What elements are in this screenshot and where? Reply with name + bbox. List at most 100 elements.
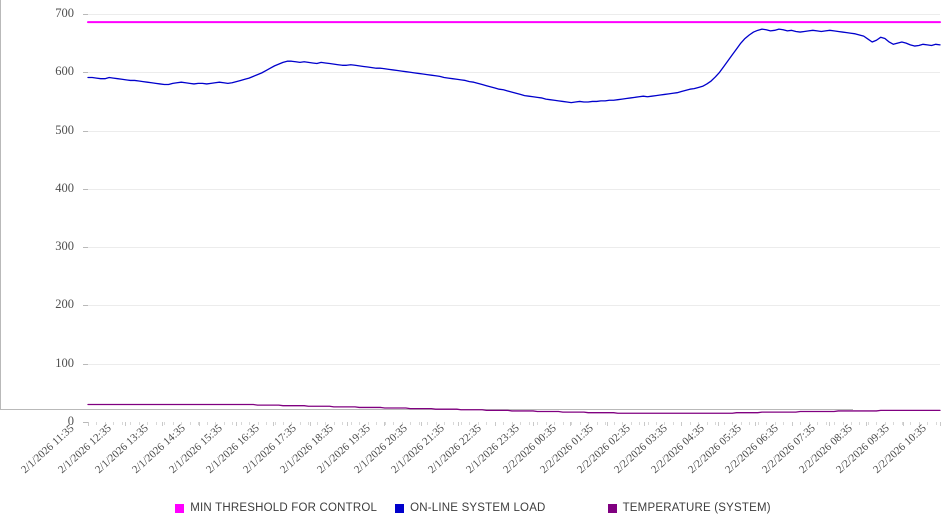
x-axis-tick (533, 422, 534, 426)
x-axis-minor-tick (402, 422, 403, 425)
x-axis-minor-tick (614, 422, 615, 425)
x-axis-minor-tick (232, 422, 233, 425)
legend-label: MIN THRESHOLD FOR CONTROL (190, 502, 378, 514)
y-axis-line (0, 0, 1, 409)
x-axis-minor-tick (910, 422, 911, 425)
x-axis-minor-tick (817, 422, 818, 425)
x-axis-minor-tick (376, 422, 377, 425)
y-axis-tick (83, 305, 88, 306)
x-axis-minor-tick (664, 422, 665, 425)
y-axis-tick-label: 300 (55, 239, 74, 254)
x-axis-tick (273, 422, 274, 426)
gridline (88, 131, 940, 132)
gridline (88, 305, 940, 306)
x-axis-tick (347, 422, 348, 426)
x-axis-minor-tick (291, 422, 292, 425)
x-axis-tick (866, 422, 867, 426)
x-axis-minor-tick (478, 422, 479, 425)
x-axis-minor-tick (105, 422, 106, 425)
x-axis-tick (718, 422, 719, 426)
x-axis-minor-tick (876, 422, 877, 425)
x-axis-minor-tick (639, 422, 640, 425)
x-axis-minor-tick (351, 422, 352, 425)
x-axis-minor-tick (775, 422, 776, 425)
y-axis-tick (83, 364, 88, 365)
x-axis-minor-tick (783, 422, 784, 425)
x-axis-tick (125, 422, 126, 426)
x-axis-minor-tick (631, 422, 632, 425)
gridline (88, 72, 940, 73)
x-axis-minor-tick (249, 422, 250, 425)
x-axis-minor-tick (563, 422, 564, 425)
x-axis-minor-tick (215, 422, 216, 425)
x-axis-minor-tick (207, 422, 208, 425)
x-axis-minor-tick (571, 422, 572, 425)
gridline (88, 14, 940, 15)
x-axis-tick (681, 422, 682, 426)
x-axis-minor-tick (198, 422, 199, 425)
legend-label: TEMPERATURE (SYSTEM) (622, 502, 771, 514)
x-axis-tick (607, 422, 608, 426)
y-axis-tick (83, 14, 88, 15)
x-axis-minor-tick (919, 422, 920, 425)
x-axis-minor-tick (656, 422, 657, 425)
x-axis-minor-tick (707, 422, 708, 425)
legend-label: ON-LINE SYSTEM LOAD (410, 502, 546, 514)
y-axis-tick (83, 247, 88, 248)
x-axis-tick (421, 422, 422, 426)
x-axis-minor-tick (275, 422, 276, 425)
x-axis-minor-tick (520, 422, 521, 425)
x-axis-tick (644, 422, 645, 426)
x-axis-minor-tick (724, 422, 725, 425)
series-line (87, 403, 941, 414)
x-axis-tick (310, 422, 311, 426)
x-axis-tick (199, 422, 200, 426)
x-axis-minor-tick (427, 422, 428, 425)
x-axis-minor-tick (503, 422, 504, 425)
x-axis-tick (495, 422, 496, 426)
x-axis-minor-tick (851, 422, 852, 425)
x-axis-minor-tick (546, 422, 547, 425)
legend-item[interactable]: TEMPERATURE (SYSTEM) (607, 502, 771, 514)
y-axis-tick (83, 189, 88, 190)
x-axis-minor-tick (732, 422, 733, 425)
gridline (88, 247, 940, 248)
x-axis-tick (458, 422, 459, 426)
x-axis-minor-tick (393, 422, 394, 425)
x-axis-minor-tick (224, 422, 225, 425)
x-axis-tick (236, 422, 237, 426)
x-axis-minor-tick (529, 422, 530, 425)
x-axis-minor-tick (843, 422, 844, 425)
x-axis-minor-tick (580, 422, 581, 425)
x-axis-tick (940, 422, 941, 426)
x-axis-minor-tick (300, 422, 301, 425)
x-axis-minor-tick (368, 422, 369, 425)
x-axis-minor-tick (673, 422, 674, 425)
x-axis-minor-tick (359, 422, 360, 425)
x-axis-minor-tick (605, 422, 606, 425)
x-axis-minor-tick (766, 422, 767, 425)
y-axis-tick (83, 72, 88, 73)
x-axis-minor-tick (859, 422, 860, 425)
x-axis-minor-tick (444, 422, 445, 425)
legend-color-swatch-icon (175, 503, 185, 513)
x-axis-minor-tick (113, 422, 114, 425)
x-axis-minor-tick (130, 422, 131, 425)
x-axis-minor-tick (419, 422, 420, 425)
y-axis-tick-label: 400 (55, 180, 74, 195)
x-axis-minor-tick (741, 422, 742, 425)
x-axis-minor-tick (512, 422, 513, 425)
x-axis-tick (903, 422, 904, 426)
legend-item[interactable]: ON-LINE SYSTEM LOAD (395, 502, 545, 514)
x-axis-minor-tick (190, 422, 191, 425)
gridline (88, 364, 940, 365)
y-axis-tick-label: 100 (55, 355, 74, 370)
y-axis-tick-label: 0 (67, 414, 74, 428)
x-axis-minor-tick (826, 422, 827, 425)
x-axis-minor-tick (283, 422, 284, 425)
legend-item[interactable]: MIN THRESHOLD FOR CONTROL (175, 502, 377, 514)
x-axis-tick (162, 422, 163, 426)
x-axis-minor-tick (266, 422, 267, 425)
